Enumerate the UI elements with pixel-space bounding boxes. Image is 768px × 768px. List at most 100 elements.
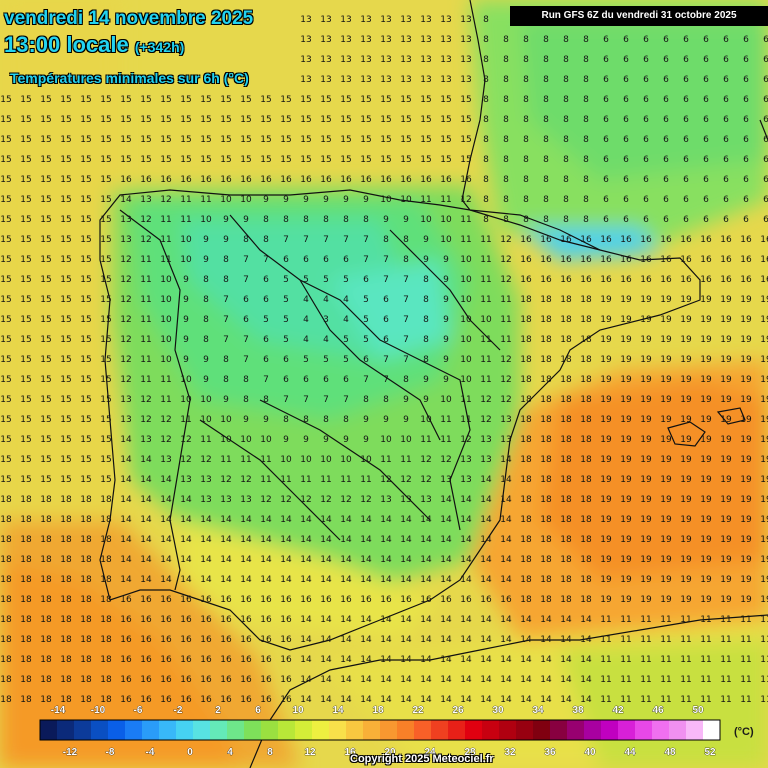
grid-value: 6 xyxy=(383,335,389,345)
grid-value: 7 xyxy=(403,315,409,325)
grid-value: 19 xyxy=(680,535,692,545)
grid-value: 18 xyxy=(100,515,112,525)
grid-value: 16 xyxy=(440,175,452,185)
grid-value: 19 xyxy=(660,375,672,385)
grid-value: 10 xyxy=(300,455,312,465)
grid-value: 6 xyxy=(603,75,609,85)
grid-value: 11 xyxy=(140,275,151,285)
grid-value: 15 xyxy=(60,415,71,425)
grid-value: 11 xyxy=(460,215,471,225)
grid-value: 15 xyxy=(60,455,71,465)
grid-value: 12 xyxy=(120,355,131,365)
grid-value: 13 xyxy=(420,75,431,85)
grid-value: 19 xyxy=(600,515,612,525)
grid-value: 8 xyxy=(523,75,529,85)
grid-value: 16 xyxy=(140,635,152,645)
grid-value: 6 xyxy=(603,135,609,145)
grid-value: 13 xyxy=(300,75,311,85)
grid-value: 15 xyxy=(340,95,351,105)
grid-value: 13 xyxy=(160,455,171,465)
grid-value: 19 xyxy=(640,415,652,425)
grid-value: 6 xyxy=(263,295,269,305)
grid-value: 9 xyxy=(403,415,409,425)
grid-value: 19 xyxy=(620,555,632,565)
grid-value: 8 xyxy=(483,15,489,25)
grid-value: 6 xyxy=(743,95,749,105)
legend-label: 4 xyxy=(227,747,233,758)
grid-value: 15 xyxy=(40,435,51,445)
grid-value: 13 xyxy=(440,15,451,25)
grid-value: 12 xyxy=(120,335,131,345)
grid-value: 8 xyxy=(543,155,549,165)
legend-label: 40 xyxy=(584,747,596,758)
grid-value: 8 xyxy=(223,375,229,385)
grid-value: 18 xyxy=(100,495,112,505)
grid-value: 19 xyxy=(660,415,672,425)
grid-value: 9 xyxy=(383,215,389,225)
grid-value: 9 xyxy=(303,435,309,445)
grid-value: 16 xyxy=(260,635,272,645)
grid-value: 8 xyxy=(483,35,489,45)
grid-value: 18 xyxy=(20,595,32,605)
grid-value: 19 xyxy=(720,475,732,485)
grid-value: 11 xyxy=(700,615,711,625)
grid-value: 6 xyxy=(323,255,329,265)
grid-value: 14 xyxy=(140,535,152,545)
grid-value: 19 xyxy=(640,575,652,585)
grid-value: 13 xyxy=(300,55,311,65)
grid-value: 13 xyxy=(460,35,471,45)
grid-value: 16 xyxy=(220,695,232,705)
grid-value: 14 xyxy=(300,555,312,565)
grid-value: 8 xyxy=(583,175,589,185)
grid-value: 6 xyxy=(683,135,689,145)
grid-value: 11 xyxy=(720,615,731,625)
grid-value: 14 xyxy=(440,555,452,565)
grid-value: 11 xyxy=(620,615,631,625)
grid-value: 14 xyxy=(540,675,552,685)
grid-value: 14 xyxy=(420,655,432,665)
grid-value: 5 xyxy=(323,275,329,285)
grid-value: 18 xyxy=(80,675,92,685)
grid-value: 15 xyxy=(80,135,91,145)
grid-value: 13 xyxy=(320,75,331,85)
grid-value: 15 xyxy=(240,135,251,145)
grid-value: 13 xyxy=(440,55,451,65)
grid-value: 14 xyxy=(160,495,172,505)
grid-value: 12 xyxy=(260,495,271,505)
grid-value: 15 xyxy=(400,155,411,165)
grid-value: 13 xyxy=(380,75,391,85)
grid-value: 15 xyxy=(340,135,351,145)
grid-value: 18 xyxy=(540,415,552,425)
grid-value: 15 xyxy=(40,395,51,405)
grid-value: 15 xyxy=(20,195,31,205)
grid-value: 15 xyxy=(60,215,71,225)
grid-value: 6 xyxy=(703,115,709,125)
grid-value: 15 xyxy=(240,95,251,105)
grid-value: 16 xyxy=(160,175,172,185)
grid-value: 13 xyxy=(420,55,431,65)
grid-value: 18 xyxy=(540,455,552,465)
grid-value: 11 xyxy=(740,675,751,685)
grid-value: 16 xyxy=(760,235,768,245)
grid-value: 10 xyxy=(160,275,172,285)
grid-value: 15 xyxy=(300,115,311,125)
grid-value: 14 xyxy=(560,695,572,705)
grid-value: 15 xyxy=(60,135,71,145)
grid-value: 7 xyxy=(243,275,249,285)
grid-value: 16 xyxy=(560,235,572,245)
grid-value: 9 xyxy=(443,255,449,265)
grid-value: 6 xyxy=(763,55,768,65)
grid-value: 18 xyxy=(20,655,32,665)
grid-value: 9 xyxy=(423,375,429,385)
grid-value: 8 xyxy=(243,395,249,405)
grid-value: 7 xyxy=(243,335,249,345)
grid-value: 5 xyxy=(283,275,289,285)
grid-value: 11 xyxy=(620,695,631,705)
grid-value: 12 xyxy=(460,435,471,445)
grid-value: 18 xyxy=(100,675,112,685)
grid-value: 9 xyxy=(183,315,189,325)
grid-value: 18 xyxy=(80,655,92,665)
grid-value: 19 xyxy=(600,415,612,425)
grid-value: 9 xyxy=(203,255,209,265)
grid-value: 9 xyxy=(443,275,449,285)
